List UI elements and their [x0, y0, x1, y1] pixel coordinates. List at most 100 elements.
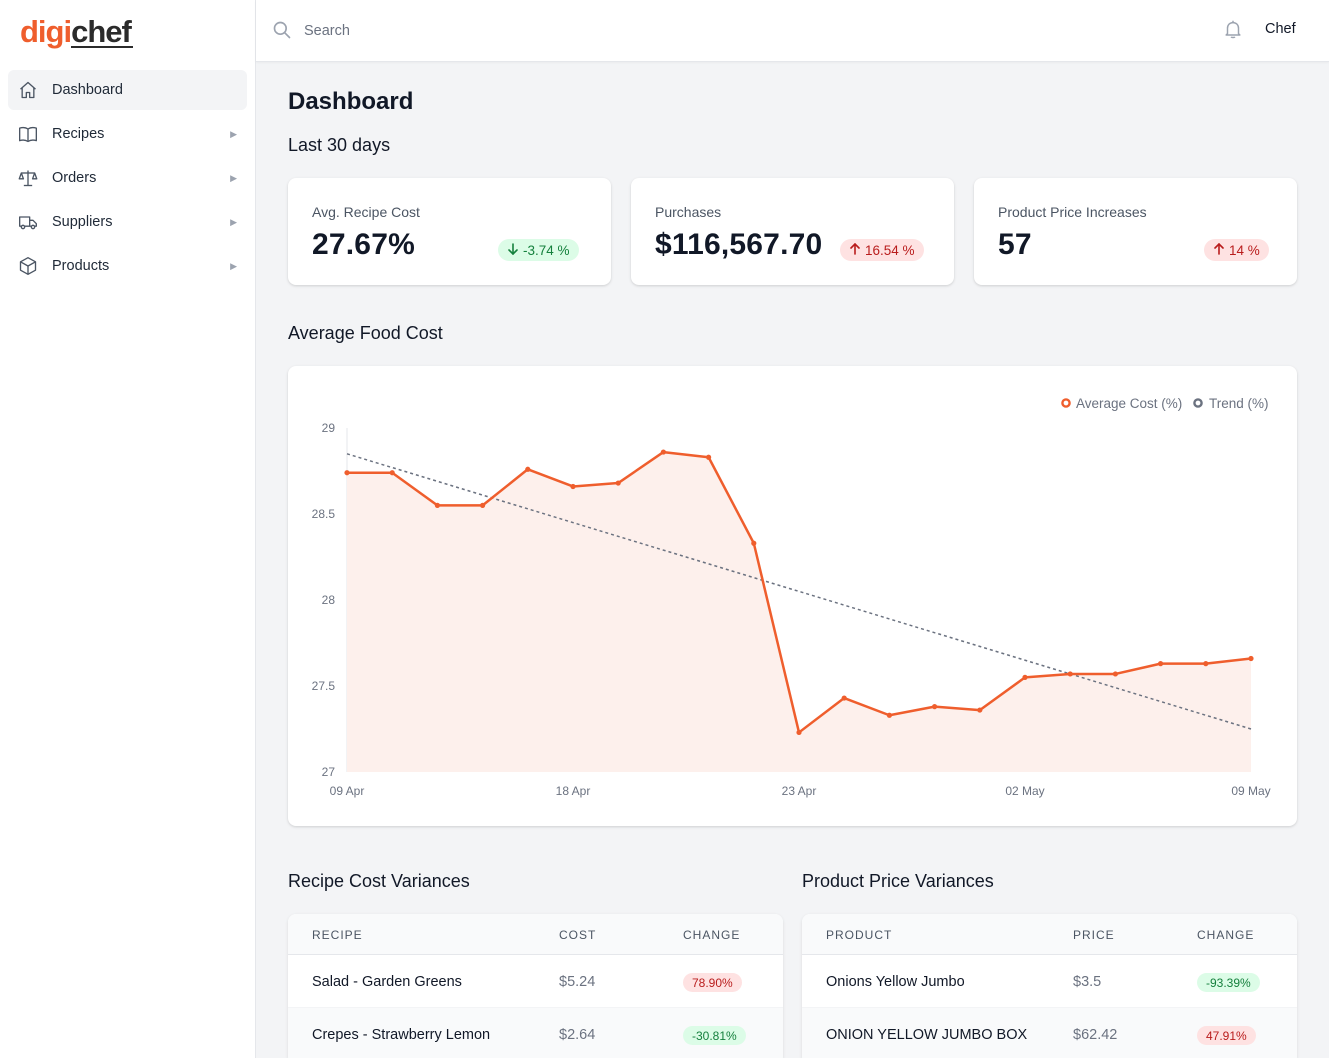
data-point	[1158, 661, 1164, 667]
y-tick-label: 27.5	[312, 679, 336, 693]
scale-icon	[18, 168, 38, 188]
product-name: Onions Yellow Jumbo	[826, 974, 965, 990]
data-point	[1022, 674, 1028, 680]
stat-label: Purchases	[655, 204, 722, 220]
recipe-cost: $5.24	[559, 974, 596, 990]
arrow-up-icon	[849, 242, 861, 258]
stat-card-price-increases: Product Price Increases 57 14 %	[974, 178, 1297, 285]
logo-text-chef: chef	[71, 14, 132, 49]
page-title: Dashboard	[288, 88, 414, 115]
product-variances-heading: Product Price Variances	[802, 871, 994, 891]
data-point	[615, 480, 621, 486]
data-point	[660, 449, 666, 455]
change-pill: -93.39%	[1197, 973, 1260, 992]
x-tick-label: 18 Apr	[556, 784, 591, 798]
table-header: RECIPE COST CHANGE	[288, 914, 783, 955]
column-header[interactable]: CHANGE	[683, 928, 741, 942]
data-point	[480, 502, 486, 508]
product-price: $62.42	[1073, 1027, 1118, 1043]
data-point	[886, 712, 893, 718]
y-tick-label: 28	[322, 593, 336, 607]
table-row[interactable]: Crepes - Strawberry Lemon $2.64 -30.81%	[288, 1008, 783, 1058]
product-name: ONION YELLOW JUMBO BOX	[826, 1027, 1028, 1043]
product-price: $3.5	[1073, 974, 1102, 990]
recipe-variances-table: RECIPE COST CHANGE Salad - Garden Greens…	[288, 914, 783, 1058]
column-header[interactable]: PRICE	[1073, 928, 1115, 942]
change-value: 16.54 %	[865, 242, 915, 258]
arrow-down-icon	[507, 242, 519, 258]
home-icon	[18, 80, 38, 100]
recipe-variances-heading: Recipe Cost Variances	[288, 871, 470, 891]
chart-heading: Average Food Cost	[288, 323, 443, 343]
user-menu[interactable]: Chef	[1265, 21, 1296, 37]
data-point	[570, 483, 576, 490]
book-icon	[18, 124, 38, 144]
legend-marker-trend	[1193, 398, 1203, 408]
stat-value: 27.67%	[312, 228, 415, 261]
sidebar-item-label: Orders	[52, 170, 97, 186]
sidebar-item-dashboard[interactable]: Dashboard	[8, 70, 247, 110]
recipe-name: Salad - Garden Greens	[312, 974, 462, 990]
top-bar: Chef	[256, 0, 1329, 62]
column-header[interactable]: CHANGE	[1197, 928, 1255, 942]
change-badge: 16.54 %	[840, 239, 924, 261]
caret-right-icon: ▶	[230, 216, 237, 227]
data-point	[796, 729, 802, 736]
sidebar-item-label: Products	[52, 258, 110, 274]
column-header[interactable]: COST	[559, 928, 597, 942]
caret-right-icon: ▶	[230, 172, 237, 183]
data-point	[1248, 655, 1254, 662]
arrow-up-icon	[1213, 242, 1225, 258]
change-value: -3.74 %	[523, 242, 570, 258]
recipe-name: Crepes - Strawberry Lemon	[312, 1027, 491, 1043]
stat-card-purchases: Purchases $116,567.70 16.54 %	[631, 178, 954, 285]
data-point	[434, 502, 440, 508]
legend-label-trend: Trend (%)	[1209, 396, 1269, 411]
sidebar-item-label: Suppliers	[52, 214, 113, 230]
data-point	[751, 540, 757, 546]
table-row[interactable]: Onions Yellow Jumbo $3.5 -93.39%	[802, 955, 1297, 1008]
table-row[interactable]: ONION YELLOW JUMBO BOX $62.42 47.91%	[802, 1008, 1297, 1058]
data-point	[344, 470, 350, 476]
sidebar-item-recipes[interactable]: Recipes ▶	[8, 114, 247, 154]
x-tick-label: 02 May	[1005, 784, 1044, 798]
recipe-cost: $2.64	[559, 1027, 596, 1043]
data-point	[1203, 661, 1209, 667]
x-tick-label: 23 Apr	[782, 784, 817, 798]
data-point	[977, 707, 983, 713]
stat-card-avg-recipe-cost: Avg. Recipe Cost 27.67% -3.74 %	[288, 178, 611, 285]
sidebar-item-label: Recipes	[52, 126, 105, 142]
change-pill: -30.81%	[683, 1026, 746, 1045]
legend-marker-average-cost	[1061, 398, 1071, 408]
x-tick-label: 09 May	[1231, 784, 1270, 798]
column-header[interactable]: PRODUCT	[826, 928, 893, 942]
sidebar-item-products[interactable]: Products ▶	[8, 246, 247, 286]
y-tick-label: 27	[322, 765, 336, 779]
column-header[interactable]: RECIPE	[312, 928, 363, 942]
data-point	[706, 454, 712, 460]
change-pill: 78.90%	[683, 973, 742, 992]
stat-value: $116,567.70	[655, 228, 823, 261]
stat-value: 57	[998, 228, 1032, 261]
sidebar: digichef Dashboard Recipes ▶ Orders ▶	[0, 0, 256, 1058]
digichef-logo[interactable]: digichef	[20, 14, 132, 50]
change-pill: 47.91%	[1197, 1026, 1256, 1045]
sidebar-item-suppliers[interactable]: Suppliers ▶	[8, 202, 247, 242]
x-tick-label: 09 Apr	[330, 784, 365, 798]
caret-right-icon: ▶	[230, 128, 237, 139]
change-badge: 14 %	[1204, 239, 1269, 261]
change-value: 14 %	[1229, 242, 1260, 258]
logo-text-digi: digi	[20, 14, 72, 49]
truck-icon	[18, 212, 38, 232]
stat-label: Avg. Recipe Cost	[312, 204, 420, 220]
table-row[interactable]: Salad - Garden Greens $5.24 78.90%	[288, 955, 783, 1008]
average-cost-area	[347, 452, 1251, 772]
bell-icon[interactable]	[1222, 18, 1244, 45]
legend-label-average-cost: Average Cost (%)	[1076, 396, 1182, 411]
sidebar-item-orders[interactable]: Orders ▶	[8, 158, 247, 198]
caret-right-icon: ▶	[230, 260, 237, 271]
data-point	[841, 695, 847, 701]
period-heading: Last 30 days	[288, 135, 391, 155]
search-input[interactable]	[304, 16, 904, 46]
sidebar-item-label: Dashboard	[52, 82, 123, 98]
